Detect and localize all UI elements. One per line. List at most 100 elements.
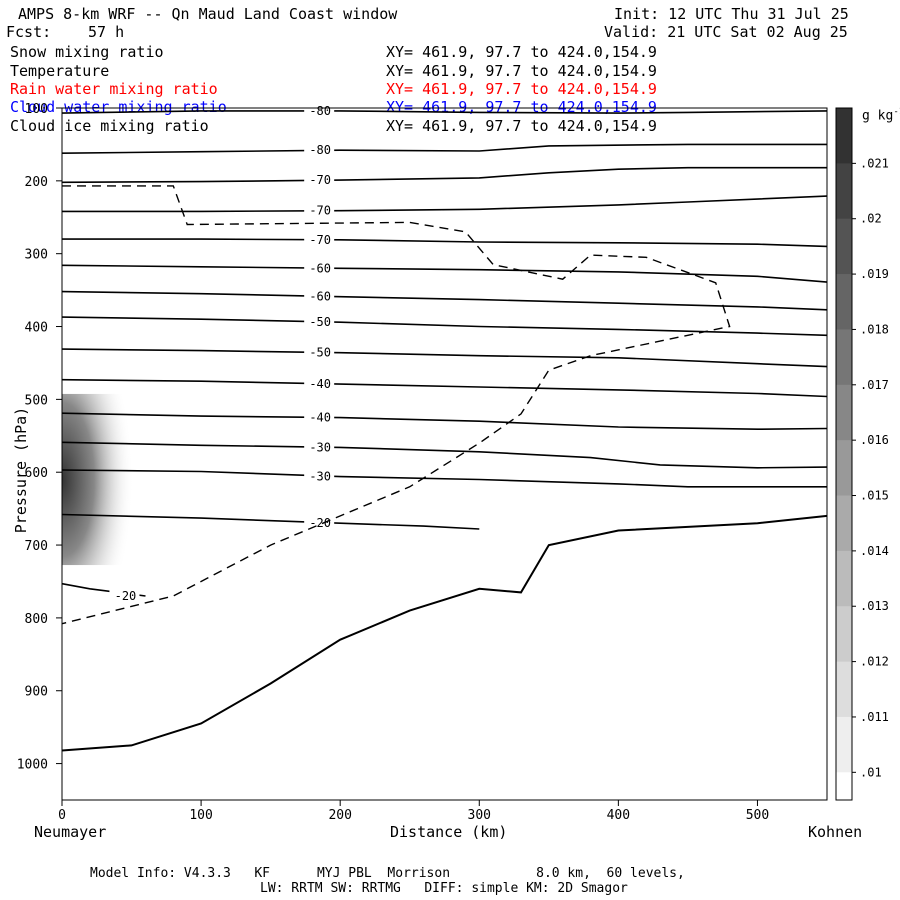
colorbar-tick-label: .018 (860, 322, 889, 336)
contour-label: -40 (309, 411, 331, 425)
valid-time: Valid: 21 UTC Sat 02 Aug 25 (604, 23, 848, 41)
colorbar-segment (836, 606, 852, 663)
colorbar-tick-label: .013 (860, 599, 889, 613)
plot-frame (61, 107, 828, 801)
contour-label-bg (304, 173, 335, 188)
contour-label-bg (304, 410, 335, 425)
field-xy: XY= 461.9, 97.7 to 424.0,154.9 (386, 62, 657, 80)
field-xy: XY= 461.9, 97.7 to 424.0,154.9 (386, 117, 657, 135)
snow-maximum-shading (62, 393, 134, 566)
temperature-contour (61, 166, 827, 184)
contour-label-bg (304, 103, 335, 118)
contour-label: -40 (309, 377, 331, 391)
contour-label-bg (304, 377, 335, 392)
contour-label: -30 (309, 440, 331, 454)
left-location-label: Neumayer (34, 823, 107, 841)
contour-label-bg (304, 232, 335, 247)
contour-label: -60 (309, 261, 331, 275)
colorbar-tick-label: .021 (860, 156, 889, 170)
contour-label: -70 (309, 233, 331, 247)
x-tick-label: 0 (58, 808, 66, 823)
cloud-ice-contour (61, 185, 731, 625)
contour-label: -50 (309, 346, 331, 360)
temperature-contour (61, 513, 480, 530)
field-name: Temperature (10, 62, 110, 80)
field-name: Cloud ice mixing ratio (10, 117, 209, 135)
contour-label-bg (304, 143, 335, 158)
contour-label: -50 (309, 315, 331, 329)
colorbar-tick-label: .016 (860, 433, 889, 447)
field-name: Rain water mixing ratio (10, 80, 218, 98)
y-tick-label: 300 (25, 248, 48, 263)
field-xy: XY= 461.9, 97.7 to 424.0,154.9 (386, 98, 657, 116)
field-name: Snow mixing ratio (10, 43, 164, 61)
temperature-contour (62, 238, 828, 248)
temperature-contour (61, 469, 827, 488)
y-tick-label: 700 (25, 539, 48, 554)
right-location-label: Kohnen (808, 823, 863, 841)
x-tick-label: 500 (746, 808, 769, 823)
y-tick-label: 400 (25, 321, 48, 336)
colorbar-tick-label: .014 (860, 544, 889, 558)
x-tick-label: 200 (328, 808, 351, 823)
colorbar-segment (836, 440, 852, 497)
colorbar-segment (836, 495, 852, 552)
colorbar-segment (836, 218, 852, 275)
colorbar-unit: g kg-1 (862, 107, 900, 124)
contour-label: -80 (309, 104, 331, 118)
colorbar-tick-label: .011 (860, 710, 889, 724)
colorbar-segment (836, 329, 852, 386)
contour-label: -70 (309, 204, 331, 218)
field-xy: XY= 461.9, 97.7 to 424.0,154.9 (386, 43, 657, 61)
colorbar-tick-label: .015 (860, 489, 889, 503)
colorbar-segment (836, 550, 852, 607)
contour-label-bg (304, 440, 335, 455)
forecast-label: Fcst: (6, 23, 52, 41)
y-tick-label: 800 (25, 612, 48, 627)
chart-title: AMPS 8-km WRF -- Qn Maud Land Coast wind… (18, 5, 398, 23)
x-tick-label: 100 (189, 808, 212, 823)
y-tick-label: 200 (25, 175, 48, 190)
temperature-contour (61, 290, 828, 311)
colorbar-tick-label: .01 (860, 765, 882, 779)
y-tick-label: 900 (25, 685, 48, 700)
y-tick-label: 600 (25, 466, 48, 481)
colorbar-tick-label: .012 (860, 655, 889, 669)
y-tick-label: 500 (25, 393, 48, 408)
temperature-contour (61, 441, 828, 469)
contour-label-bg (304, 345, 335, 360)
contour-label: -30 (309, 470, 331, 484)
field-xy: XY= 461.9, 97.7 to 424.0,154.9 (386, 80, 657, 98)
colorbar-frame (835, 107, 853, 801)
temperature-contour (61, 412, 828, 431)
colorbar-segment (836, 716, 852, 773)
contour-label-bg (304, 289, 335, 304)
colorbar-segment (836, 384, 852, 441)
colorbar-tick-label: .02 (860, 212, 882, 226)
colorbar-tick-label: .017 (860, 378, 889, 392)
contour-label-bg (304, 261, 335, 276)
x-tick-label: 400 (607, 808, 630, 823)
y-tick-label: 1000 (17, 758, 48, 773)
contour-label: -60 (309, 290, 331, 304)
contour-label: -70 (309, 173, 331, 187)
field-name: Cloud water mixing ratio (10, 98, 227, 116)
temperature-contour (61, 348, 828, 368)
terrain-line (61, 514, 828, 752)
y-axis-label: Pressure (hPa) (12, 406, 31, 534)
x-tick-label: 300 (468, 808, 491, 823)
init-time: Init: 12 UTC Thu 31 Jul 25 (614, 5, 849, 23)
colorbar-segment (836, 108, 852, 164)
temperature-contour (61, 110, 828, 114)
forecast-hours: 57 h (88, 23, 125, 41)
x-axis-label: Distance (km) (390, 823, 508, 841)
colorbar-segment (836, 163, 852, 220)
contour-label-bg (304, 516, 335, 531)
contour-label-bg (304, 203, 335, 218)
temperature-contour (62, 195, 828, 213)
temperature-contour (61, 143, 827, 154)
y-tick-label: 100 (25, 102, 48, 117)
contour-label: -80 (309, 143, 331, 157)
colorbar-segment (836, 274, 852, 330)
